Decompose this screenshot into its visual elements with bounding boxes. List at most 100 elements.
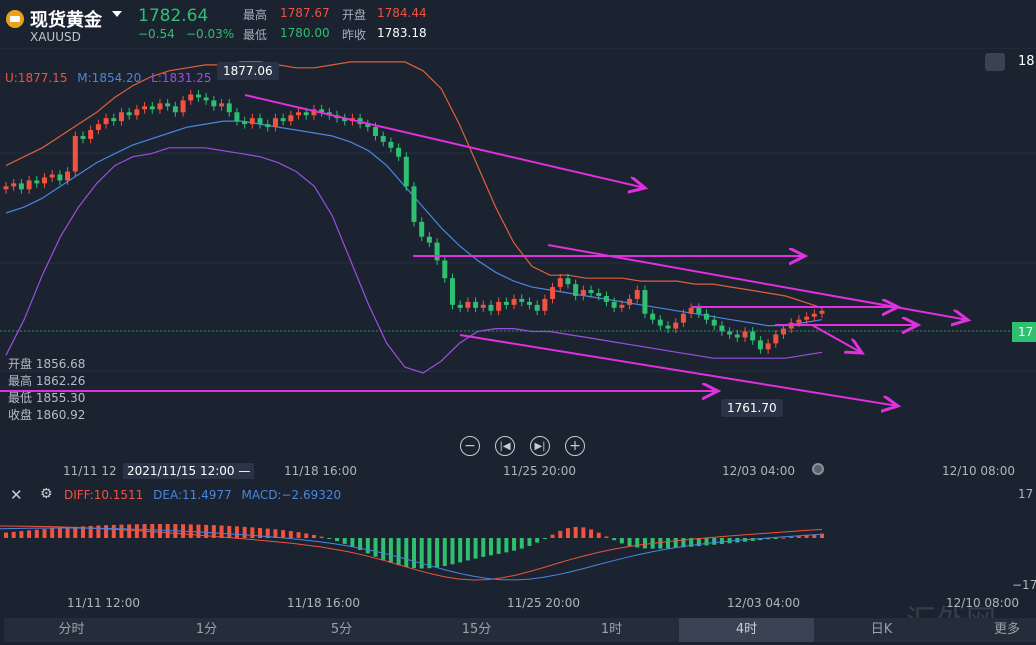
tab-1h[interactable]: 1时 [600, 622, 623, 637]
boll-upper-path [5, 61, 823, 309]
macd-bar-30 [234, 526, 239, 538]
macd-bar-106 [820, 533, 824, 538]
candle-body-90 [696, 307, 702, 314]
x-label-2: 11/25 20:00 [503, 464, 576, 478]
macd-bar-79 [612, 538, 617, 541]
candle-body-21 [165, 103, 171, 107]
macd-bar-101 [781, 537, 786, 539]
candle-body-75 [580, 290, 586, 296]
candle-body-104 [804, 316, 810, 320]
crosshair-handle-icon[interactable] [812, 463, 824, 475]
macd-bar-75 [581, 527, 586, 538]
gear-icon[interactable]: ⚙ [40, 486, 53, 502]
trough-price-tag: 1761.70 [721, 399, 783, 417]
candle-body-87 [673, 322, 679, 329]
ohlc-open: 开盘 1856.68 [8, 357, 86, 371]
zoom-out-button[interactable]: − [460, 436, 480, 456]
close-icon[interactable]: ✕ [10, 486, 23, 504]
candle-body-37 [288, 115, 294, 122]
candle-body-34 [265, 124, 271, 128]
macd-bar-53 [412, 538, 416, 569]
candle-body-22 [172, 106, 178, 113]
candle-body-99 [765, 343, 771, 350]
macd-x-label-1: 11/18 16:00 [287, 596, 360, 610]
macd-bar-76 [589, 529, 594, 538]
low-value: 1780.00 [280, 26, 330, 40]
high-label: 最高 [243, 8, 268, 22]
macd-bar-9 [73, 526, 78, 538]
candle-body-12 [95, 124, 101, 131]
candle-body-79 [611, 301, 617, 308]
trend-arrow-5 [459, 334, 898, 406]
macd-bar-103 [796, 536, 801, 538]
boll-upper-value: U:1877.15 [5, 71, 68, 85]
candle-body-15 [118, 112, 124, 122]
candle-body-2 [18, 183, 24, 190]
macd-bar-68 [527, 538, 532, 546]
candle-body-58 [449, 278, 455, 305]
zoom-in-button[interactable]: + [565, 436, 585, 456]
candlestick-chart[interactable] [0, 48, 1036, 463]
candle-body-31 [242, 121, 248, 125]
candle-body-89 [688, 307, 694, 314]
x-label-4: 12/10 08:00 [942, 464, 1015, 478]
candle-body-59 [457, 304, 463, 308]
macd-bar-74 [573, 526, 578, 538]
candle-body-73 [565, 278, 571, 285]
tab-4h[interactable]: 4时 [679, 618, 814, 642]
candle-body-3 [26, 180, 32, 190]
gold-logo-icon [6, 10, 24, 28]
macd-bar-33 [258, 527, 263, 538]
tab-1min[interactable]: 1分 [195, 622, 218, 637]
candle-body-20 [157, 103, 163, 110]
macd-bar-81 [627, 538, 632, 546]
candle-body-101 [781, 328, 787, 335]
macd-bar-55 [427, 538, 432, 569]
macd-bar-48 [373, 538, 378, 557]
macd-bar-72 [558, 530, 563, 538]
last-price: 1782.64 [138, 6, 209, 26]
candle-body-76 [588, 290, 594, 293]
chevron-down-icon[interactable] [112, 11, 122, 17]
macd-bar-14 [111, 524, 116, 538]
bell-icon[interactable] [985, 53, 1005, 71]
x-label-1: 11/18 16:00 [284, 464, 357, 478]
macd-bar-66 [512, 538, 517, 551]
candle-body-77 [596, 293, 602, 296]
macd-lines [0, 525, 823, 581]
tab-more[interactable]: 更多 [994, 622, 1021, 637]
tab-15min[interactable]: 15分 [461, 622, 492, 637]
macd-bar-11 [88, 525, 93, 538]
macd-bar-86 [666, 538, 671, 549]
candle-body-19 [149, 106, 155, 110]
scroll-left-button[interactable]: |◀ [495, 436, 515, 456]
candle-body-51 [396, 147, 402, 157]
macd-chart [0, 524, 824, 581]
macd-bar-10 [80, 526, 85, 538]
instrument-title[interactable]: 现货黄金 [30, 10, 102, 31]
tab-fenshi[interactable]: 分时 [58, 622, 85, 637]
macd-bar-42 [327, 538, 332, 539]
macd-bar-29 [227, 525, 232, 538]
tab-daily[interactable]: 日K [870, 622, 893, 637]
candle-body-60 [465, 301, 471, 308]
candle-body-50 [388, 141, 394, 148]
macd-bar-15 [119, 524, 124, 538]
macd-bar-31 [242, 526, 247, 538]
macd-bar-38 [296, 532, 301, 538]
candle-body-61 [473, 301, 479, 308]
x-label-0: 11/11 12 [63, 464, 117, 478]
tab-5min[interactable]: 5分 [330, 622, 353, 637]
scroll-right-button[interactable]: ▶| [530, 436, 550, 456]
boll-lower-path [5, 147, 823, 374]
macd-bar-64 [496, 538, 501, 554]
macd-axis-top: 17 [1018, 487, 1034, 501]
boll-legend: U:1877.15 M:1854.20 L:1831.25 [5, 71, 212, 85]
macd-bar-56 [435, 538, 440, 568]
candle-body-47 [365, 124, 371, 128]
boll-mid-value: M:1854.20 [77, 71, 142, 85]
macd-bar-47 [365, 538, 370, 554]
macd-bar-44 [342, 538, 347, 544]
candle-body-8 [65, 171, 71, 181]
candle-body-92 [711, 319, 717, 326]
